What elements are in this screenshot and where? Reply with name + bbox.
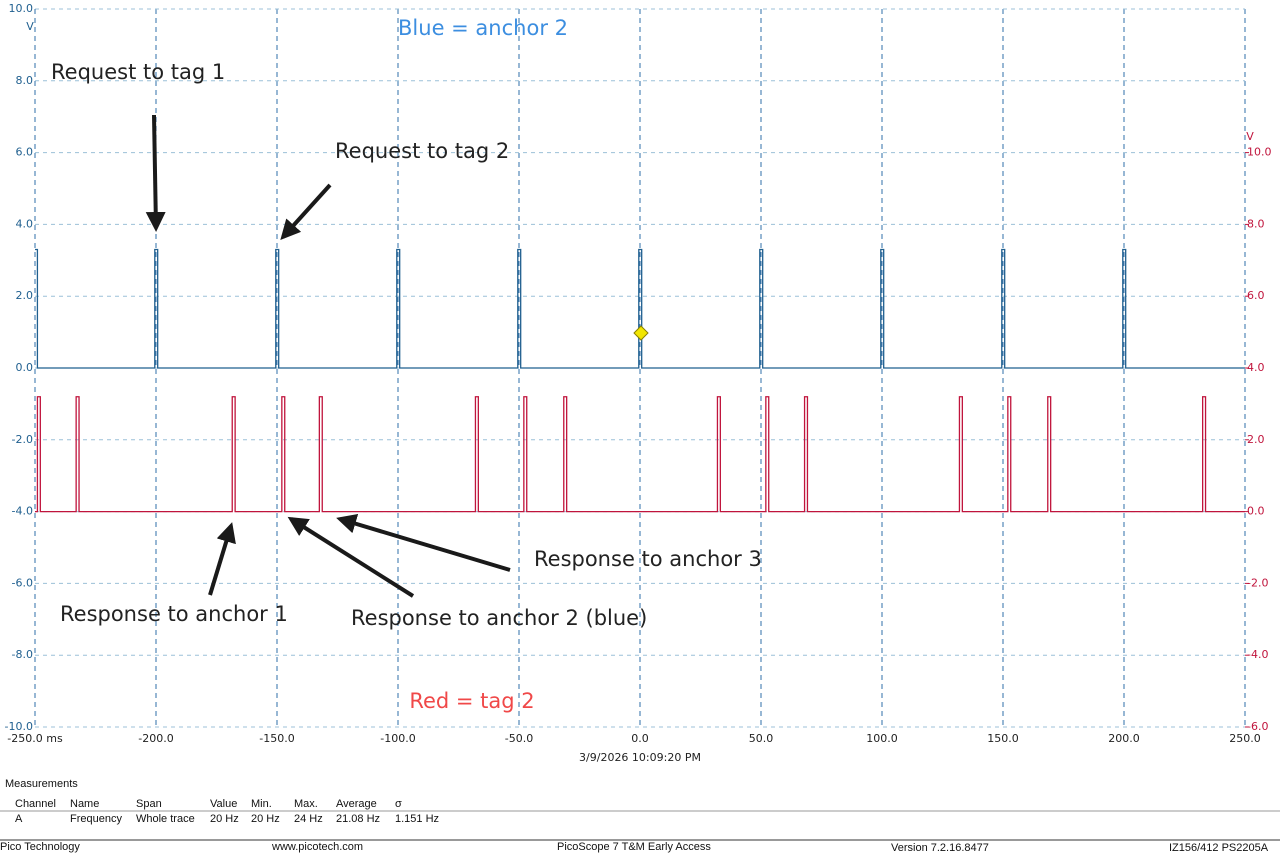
arrow bbox=[287, 516, 415, 598]
y2-tick-label: 8.0 bbox=[1247, 217, 1265, 230]
y2-tick-label: -2.0 bbox=[1247, 576, 1268, 589]
y-tick-label: 2.0 bbox=[16, 289, 34, 302]
y2-tick-label: 2.0 bbox=[1247, 433, 1265, 446]
y-tick-label: -8.0 bbox=[12, 648, 33, 661]
y-tick-label: 6.0 bbox=[16, 146, 34, 159]
table-cell: 21.08 Hz bbox=[336, 813, 380, 825]
y-tick-label: -4.0 bbox=[12, 505, 33, 518]
y2-tick-label: 10.0 bbox=[1247, 146, 1272, 159]
footer-text: PicoScope 7 T&M Early Access bbox=[557, 841, 711, 853]
y2-unit: V bbox=[1246, 130, 1254, 143]
arrow bbox=[336, 514, 511, 572]
table-header: Max. bbox=[294, 798, 318, 810]
x-tick-label: -50.0 bbox=[505, 732, 533, 745]
trigger-marker bbox=[633, 325, 649, 341]
arrow bbox=[208, 522, 236, 596]
table-cell: Frequency bbox=[70, 813, 122, 825]
x-tick-label: 200.0 bbox=[1108, 732, 1140, 745]
footer-text: IZ156/412 PS2205A bbox=[1169, 842, 1269, 854]
trace bbox=[35, 248, 1245, 369]
table-header: Average bbox=[336, 798, 377, 810]
table-header: Channel bbox=[15, 798, 56, 810]
table-cell: 1.151 Hz bbox=[395, 813, 439, 825]
table-cell: 24 Hz bbox=[294, 813, 323, 825]
y-tick-label: 10.0 bbox=[9, 2, 34, 15]
y-tick-label: -6.0 bbox=[12, 576, 33, 589]
x-tick-label: -200.0 bbox=[138, 732, 173, 745]
annotation: Response to anchor 1 bbox=[60, 602, 288, 626]
y-tick-label: -10.0 bbox=[5, 720, 33, 733]
x-tick-label: -150.0 bbox=[259, 732, 294, 745]
table-cell: A bbox=[15, 813, 23, 825]
x-tick-label: -250.0 ms bbox=[7, 732, 63, 745]
table-cell: 20 Hz bbox=[210, 813, 239, 825]
trace bbox=[35, 396, 1245, 513]
footer-text: Version 7.2.16.8477 bbox=[891, 842, 989, 854]
annotation: Request to tag 1 bbox=[51, 60, 225, 84]
y2-tick-label: -6.0 bbox=[1247, 720, 1268, 733]
table-cell: Whole trace bbox=[136, 813, 195, 825]
y2-tick-label: 4.0 bbox=[1247, 361, 1265, 374]
arrow bbox=[145, 114, 166, 232]
y2-tick-label: 6.0 bbox=[1247, 289, 1265, 302]
y-tick-label: 8.0 bbox=[16, 74, 34, 87]
table-cell: 20 Hz bbox=[251, 813, 280, 825]
y-tick-label: -2.0 bbox=[12, 433, 33, 446]
annotation: Request to tag 2 bbox=[335, 139, 509, 163]
x-tick-label: 100.0 bbox=[866, 732, 898, 745]
table-header: Value bbox=[210, 798, 237, 810]
y-unit: V bbox=[26, 20, 34, 33]
x-tick-label: -100.0 bbox=[380, 732, 415, 745]
timestamp: 3/9/2026 10:09:20 PM bbox=[579, 751, 701, 764]
x-tick-label: 50.0 bbox=[749, 732, 774, 745]
annotation: Red = tag 2 bbox=[409, 689, 534, 713]
table-header: Min. bbox=[251, 798, 272, 810]
table-header: Name bbox=[70, 798, 99, 810]
arrows bbox=[145, 114, 511, 598]
table-header: σ bbox=[395, 798, 402, 810]
annotation: Response to anchor 2 (blue) bbox=[351, 606, 647, 630]
x-tick-label: 150.0 bbox=[987, 732, 1019, 745]
footer-text: www.picotech.com bbox=[271, 841, 363, 853]
measurements-title: Measurements bbox=[5, 778, 78, 790]
y-tick-label: 0.0 bbox=[16, 361, 34, 374]
x-tick-label: 0.0 bbox=[631, 732, 649, 745]
annotation: Response to anchor 3 bbox=[534, 547, 762, 571]
table-header: Span bbox=[136, 798, 162, 810]
annotation: Blue = anchor 2 bbox=[398, 16, 568, 40]
y-tick-label: 4.0 bbox=[16, 217, 34, 230]
arrow bbox=[280, 183, 332, 240]
y2-tick-label: -4.0 bbox=[1247, 648, 1268, 661]
x-tick-label: 250.0 bbox=[1229, 732, 1261, 745]
y2-tick-label: 0.0 bbox=[1247, 505, 1265, 518]
footer-text: Pico Technology bbox=[0, 841, 80, 853]
